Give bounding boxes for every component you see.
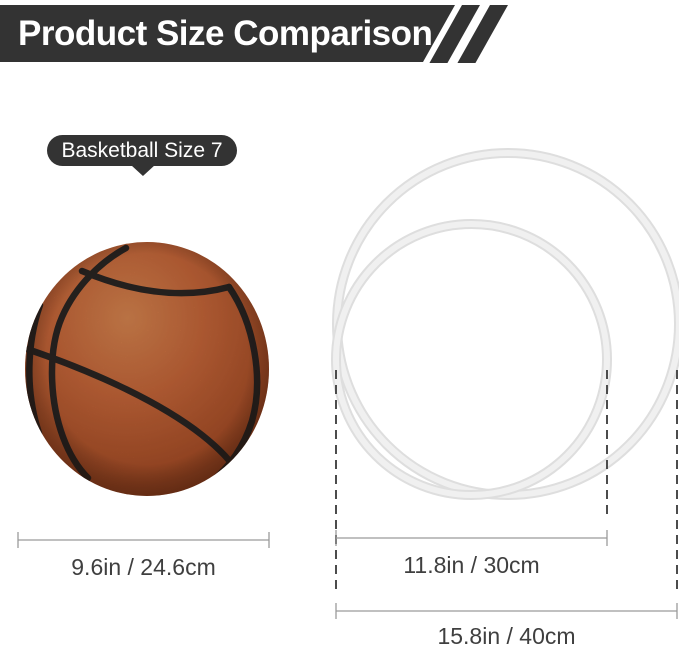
small-ring-dimension-line [335, 530, 608, 546]
small-ring [331, 219, 612, 500]
large-ring-size-label: 15.8in / 40cm [437, 623, 576, 646]
title-banner: Product Size Comparison [0, 5, 455, 62]
basketball-callout: Basketball Size 7 [47, 135, 237, 176]
page-title: Product Size Comparison [18, 13, 433, 53]
large-ring-dimension-line [335, 603, 678, 619]
basketball-photo [25, 242, 269, 496]
basketball-size-label: 9.6in / 24.6cm [71, 554, 216, 580]
callout-label: Basketball Size 7 [61, 138, 223, 162]
basketball-shading [25, 242, 269, 496]
large-ring [332, 148, 679, 500]
small-ring-size-label: 11.8in / 30cm [403, 552, 540, 578]
basketball-dimension-line [17, 532, 270, 548]
callout-pointer [130, 165, 155, 176]
